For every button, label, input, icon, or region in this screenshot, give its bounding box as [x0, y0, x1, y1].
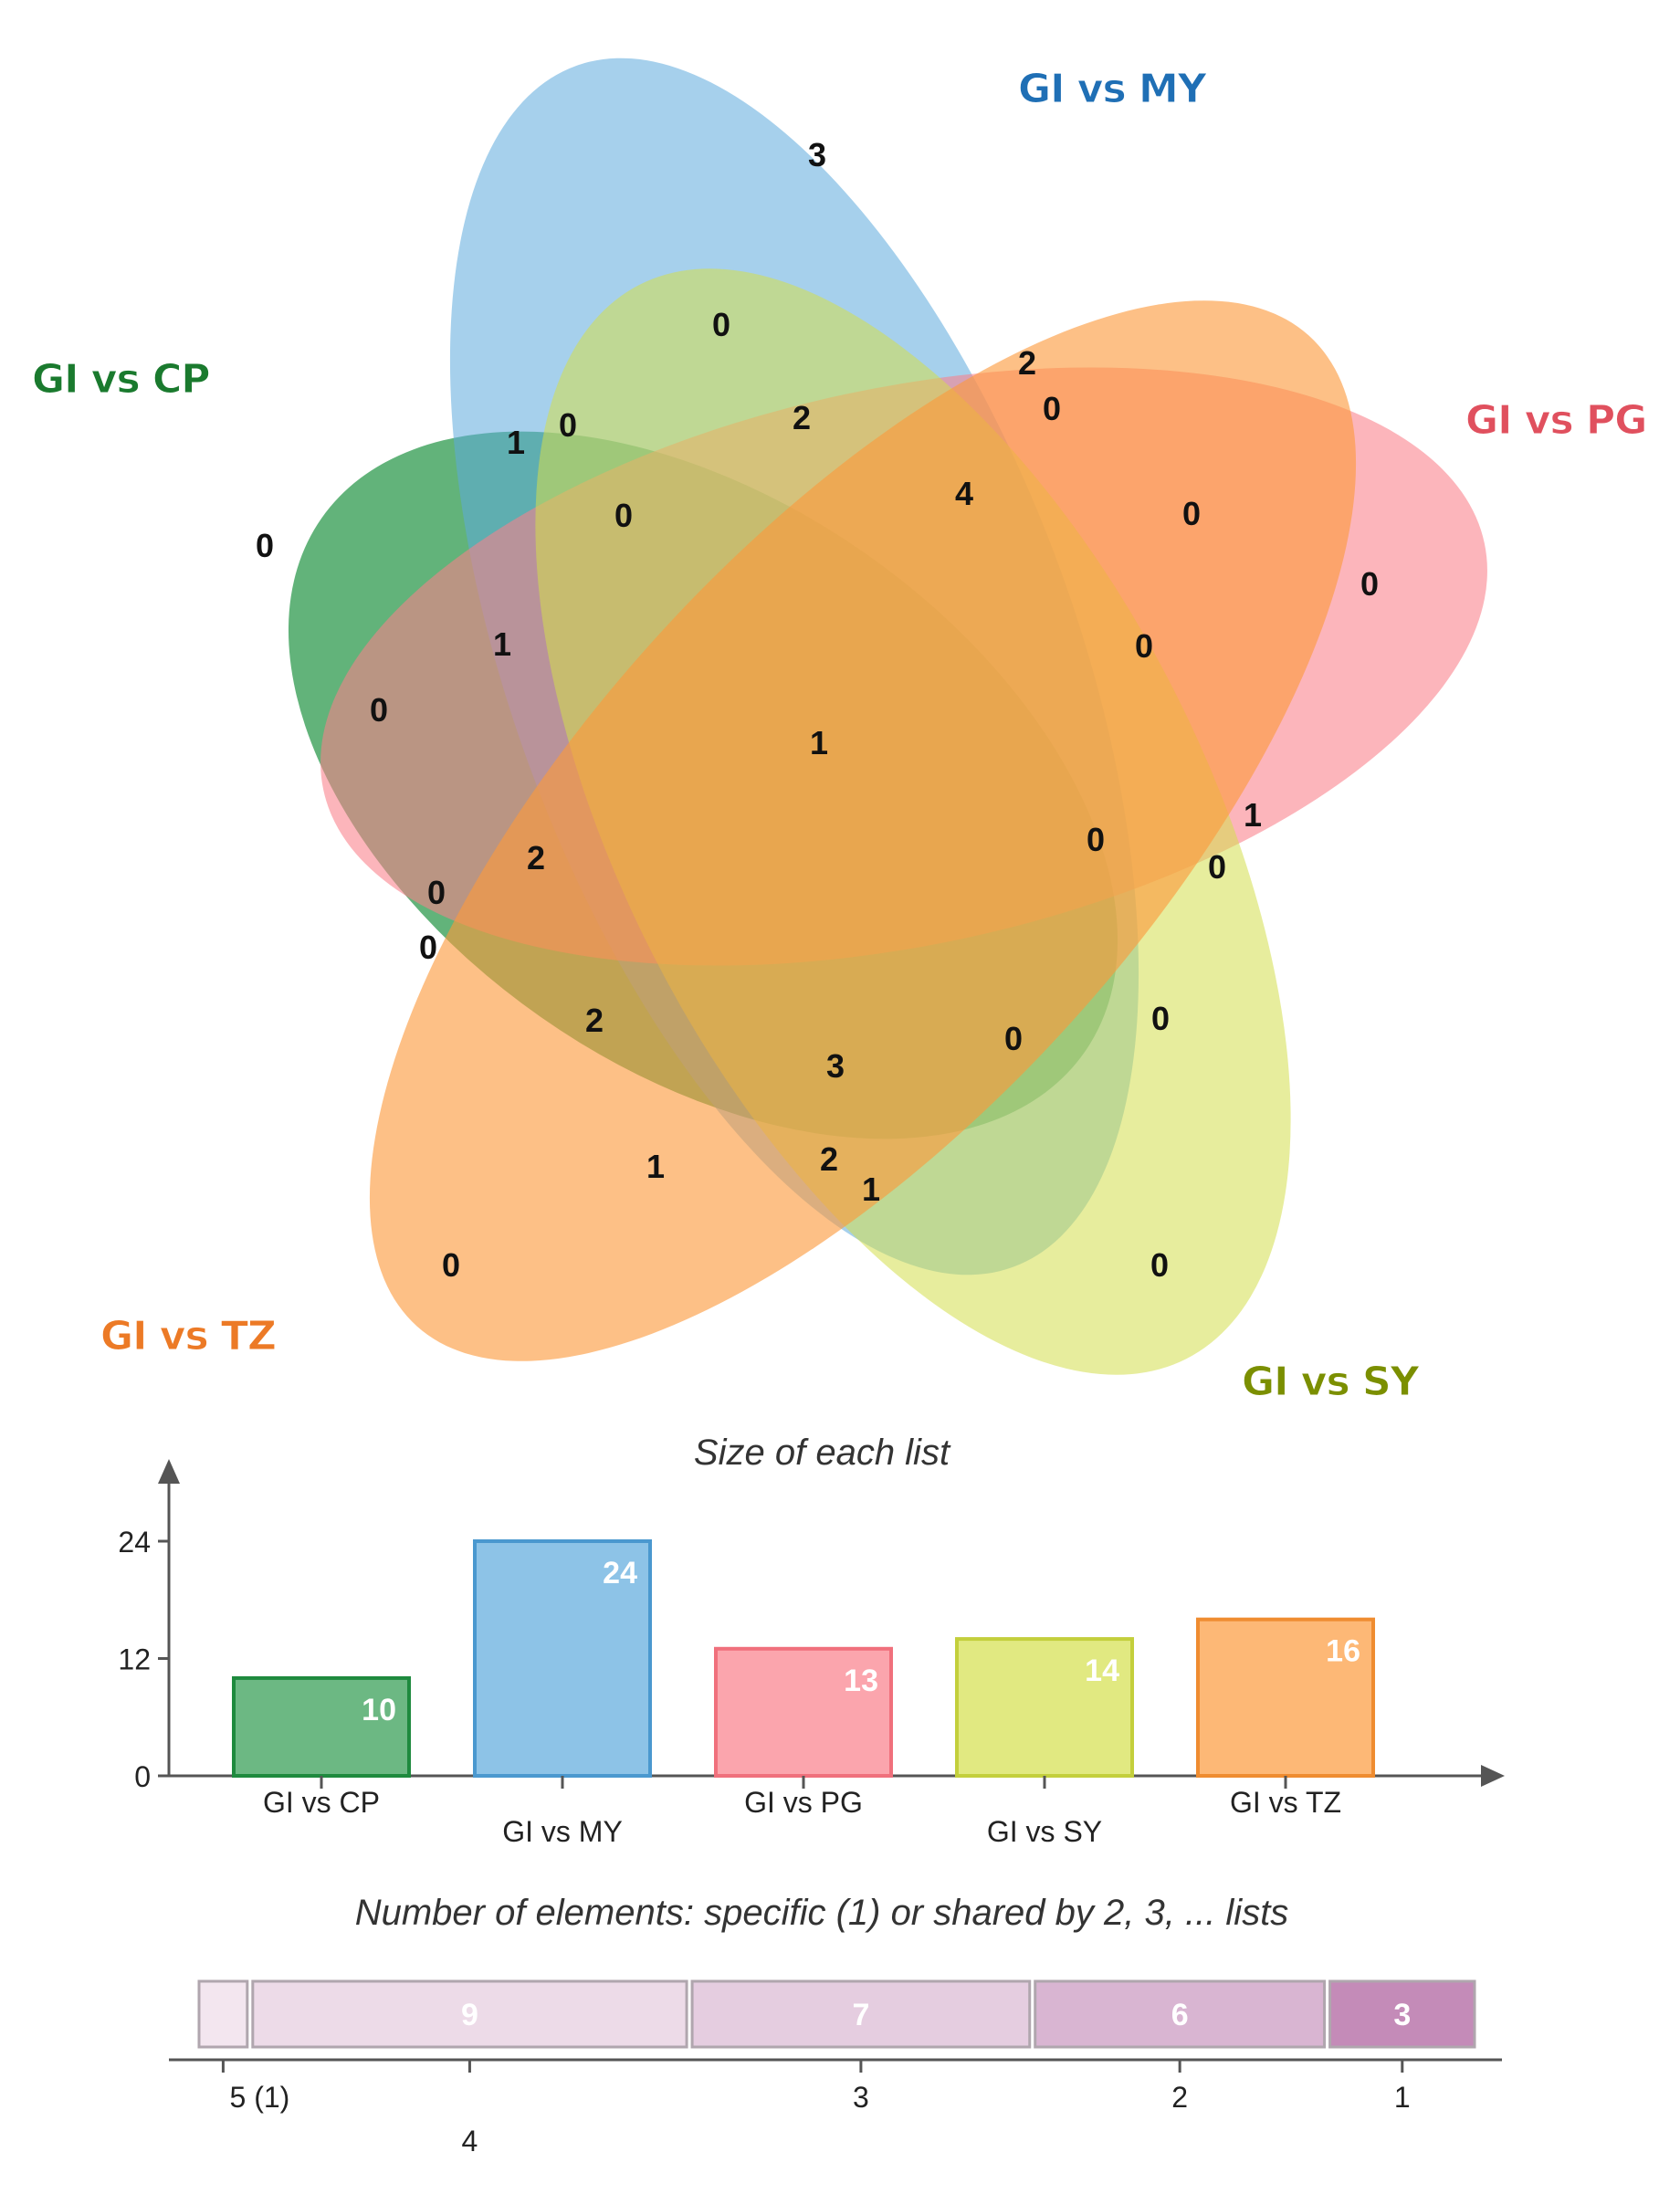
stacked-segment — [251, 1979, 688, 2049]
venn-region-count: 2 — [793, 399, 811, 436]
stacked-tick-label: 5 (1) — [230, 2081, 290, 2114]
x-tick-label: GI vs PG — [744, 1786, 863, 1819]
venn-label-gi-vs-pg: GI vs PG — [1465, 397, 1646, 444]
bar-value-label: 24 — [603, 1556, 637, 1590]
stacked-tick-label: 4 — [462, 2125, 478, 2157]
venn-region-count: 1 — [862, 1170, 880, 1208]
venn-region-count: 0 — [559, 406, 577, 444]
y-axis-arrow — [158, 1459, 180, 1484]
segment-value-label: 9 — [461, 1998, 478, 2032]
y-tick-label: 12 — [118, 1643, 151, 1676]
stacked-segment — [1328, 1979, 1476, 2049]
x-tick-label: GI vs SY — [987, 1815, 1102, 1848]
venn-region-count: 2 — [585, 1002, 604, 1039]
venn-region-count: 0 — [614, 497, 633, 534]
y-tick-label: 0 — [134, 1760, 151, 1793]
y-ticks: 0 12 24 — [118, 1526, 169, 1793]
venn-region-count: 0 — [427, 874, 446, 911]
venn-region-count: 0 — [370, 691, 388, 729]
stacked-segment — [690, 1979, 1032, 2049]
shared-elements-chart: Number of elements: specific (1) or shar… — [169, 1893, 1502, 2157]
venn-ellipse-gi-vs-tz — [369, 300, 1357, 1361]
venn-region-count: 2 — [527, 839, 545, 877]
segment-value-label: 3 — [1393, 1998, 1411, 2032]
venn-region-count: 4 — [955, 475, 973, 512]
y-tick-label: 24 — [118, 1526, 151, 1559]
venn-diagram: GI vs MY GI vs CP GI vs PG GI vs TZ GI v… — [32, 58, 1648, 1406]
venn-region-count: 0 — [1087, 821, 1105, 858]
bar-value-label: 13 — [844, 1664, 878, 1698]
bar — [473, 1539, 652, 1778]
bar-chart-title: Size of each list — [694, 1433, 951, 1473]
venn-region-count: 0 — [1208, 848, 1226, 886]
venn-region-count: 2 — [820, 1140, 838, 1178]
x-tick-label: GI vs CP — [263, 1786, 380, 1819]
bar-value-label: 10 — [362, 1693, 396, 1727]
bars: 10 GI vs CP 24 GI vs MY 13 GI vs PG 14 GI vs SY… — [232, 1539, 1375, 1848]
venn-region-count: 3 — [808, 136, 826, 173]
venn-region-count: 0 — [1150, 1246, 1169, 1284]
venn-region-count: 0 — [1151, 1000, 1170, 1037]
stacked-tick-label: 3 — [853, 2081, 869, 2114]
venn-region-count: 0 — [1360, 565, 1379, 603]
venn-region-count: 1 — [646, 1148, 665, 1185]
venn-region-count: 0 — [419, 929, 437, 966]
segment-value-label: 6 — [1171, 1998, 1189, 2032]
venn-label-gi-vs-my: GI vs MY — [1018, 66, 1208, 112]
venn-region-count: 0 — [712, 306, 730, 343]
x-tick-label: GI vs MY — [502, 1815, 623, 1848]
bar — [232, 1675, 411, 1778]
venn-region-count: 0 — [256, 527, 274, 564]
stacked-segment — [197, 1979, 249, 2049]
stacked-segments: 5 (1) 9 4 7 3 6 2 3 1 — [197, 1979, 1476, 2157]
bar — [955, 1637, 1134, 1779]
venn-region-count: 0 — [1043, 390, 1061, 427]
venn-region-count: 1 — [1244, 796, 1262, 834]
bar-value-label: 14 — [1085, 1653, 1119, 1688]
venn-region-count: 0 — [442, 1246, 460, 1284]
bar-value-label: 16 — [1326, 1634, 1360, 1669]
venn-region-count: 0 — [1135, 627, 1153, 665]
stacked-tick-label: 2 — [1171, 2081, 1188, 2114]
venn-region-count: 0 — [1182, 495, 1201, 532]
venn-region-count: 2 — [1018, 344, 1036, 382]
venn-region-count: 1 — [810, 724, 828, 761]
venn-label-gi-vs-cp: GI vs CP — [32, 356, 210, 403]
segment-value-label: 7 — [852, 1998, 869, 2032]
venn-region-count: 1 — [507, 424, 525, 461]
stacked-tick-label: 1 — [1394, 2081, 1411, 2114]
venn-region-count: 1 — [493, 625, 511, 663]
bar-chart: Size of each list 0 12 24 10 GI vs CP 24 GI v… — [118, 1433, 1505, 1848]
venn-label-gi-vs-sy: GI vs SY — [1242, 1359, 1421, 1405]
venn-region-count: 0 — [1004, 1020, 1023, 1057]
venn-region-count: 3 — [826, 1047, 845, 1085]
bar — [1196, 1617, 1375, 1778]
shared-chart-title: Number of elements: specific (1) or shar… — [355, 1893, 1289, 1933]
stacked-segment — [1034, 1979, 1327, 2049]
x-axis-arrow — [1481, 1765, 1505, 1787]
venn-label-gi-vs-tz: GI vs TZ — [100, 1313, 276, 1359]
x-tick-label: GI vs TZ — [1230, 1786, 1341, 1819]
